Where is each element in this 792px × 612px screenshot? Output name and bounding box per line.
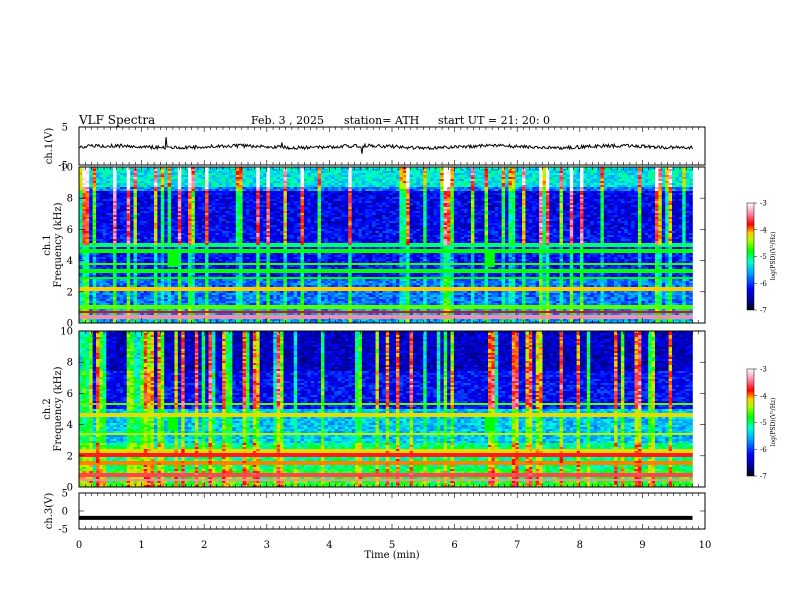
x-tick-label: 1: [138, 540, 144, 551]
x-axis-label: Time (min): [364, 550, 419, 561]
colorbar-tick-label: -5: [760, 419, 767, 427]
frequency-tick-label: 2: [67, 287, 73, 298]
colorbar-tick-label: -4: [760, 392, 767, 400]
x-tick-label: 5: [389, 540, 395, 551]
ch2-colorbar: [746, 368, 755, 477]
ch1-spec-ylabel-channel: ch.1: [42, 234, 53, 256]
frequency-tick-label: 4: [67, 420, 73, 431]
x-tick-label: 9: [639, 540, 645, 551]
colorbar-tick-label: -3: [760, 366, 767, 374]
colorbar-tick-label: -5: [760, 253, 767, 261]
x-tick-label: 3: [264, 540, 270, 551]
frequency-tick-label: 6: [67, 389, 73, 400]
ch2-spec-ylabel-freq: Frequency (kHz): [53, 366, 64, 451]
x-tick-label: 8: [577, 540, 583, 551]
ch2-colorbar-label: log(PSD)(V²/Hz): [770, 398, 777, 447]
ch2-spectrogram: [79, 331, 693, 488]
x-tick-label: 6: [451, 540, 457, 551]
frequency-tick-label: 10: [60, 327, 73, 338]
voltage-tick-label: 5: [62, 123, 68, 134]
colorbar-tick-label: -4: [760, 226, 767, 234]
ch2-spec-ylabel-channel: ch.2: [42, 398, 53, 420]
voltage-tick-label: -5: [58, 525, 68, 536]
ch3-waveform-frame: [78, 492, 706, 530]
frequency-tick-label: 10: [60, 163, 73, 174]
x-tick-label: 10: [699, 540, 712, 551]
x-tick-label: 7: [514, 540, 520, 551]
date-label: Feb. 3 , 2025: [251, 114, 324, 127]
frequency-tick-label: 8: [67, 194, 73, 205]
frequency-tick-label: 0: [67, 319, 73, 330]
frequency-tick-label: 6: [67, 225, 73, 236]
colorbar-ticks: -3 -4 -5 -6 -7 -3 -4 -5 -6 -7: [754, 200, 767, 481]
x-tick-label: 0: [76, 540, 82, 551]
frequency-tick-label: 0: [67, 483, 73, 494]
colorbar-tick-label: -6: [760, 446, 767, 454]
colorbar-tick-label: -7: [760, 307, 767, 315]
frequency-tick-label: 4: [67, 256, 73, 267]
colorbar-tick-label: -6: [760, 280, 767, 288]
x-tick-label: 2: [201, 540, 207, 551]
station-label: station= ATH: [344, 114, 419, 127]
ch1-spectrogram: [79, 167, 693, 324]
ch1-voltage-ylabel: ch.1(V): [44, 128, 55, 165]
ch3-voltage-ylabel: ch.3(V): [44, 493, 55, 530]
x-tick-label: 4: [326, 540, 332, 551]
voltage-tick-label: 0: [62, 507, 68, 518]
colorbar-tick-label: -3: [760, 200, 767, 208]
start-ut-label: start UT = 21: 20: 0: [438, 114, 550, 127]
frequency-tick-label: 8: [67, 358, 73, 369]
ch1-colorbar-label: log(PSD)(V²/Hz): [770, 232, 777, 281]
ch1-spec-ylabel-freq: Frequency (kHz): [53, 202, 64, 287]
ch1-waveform-line: [78, 137, 693, 154]
figure-title: VLF Spectra: [78, 113, 155, 127]
voltage-tick-label: -5: [58, 161, 68, 172]
ch1-waveform-trace: [78, 137, 693, 154]
colorbar-tick-label: -7: [760, 473, 767, 481]
ch1-colorbar: [746, 202, 755, 311]
frequency-tick-label: 2: [67, 451, 73, 462]
voltage-tick-label: 5: [62, 489, 68, 500]
